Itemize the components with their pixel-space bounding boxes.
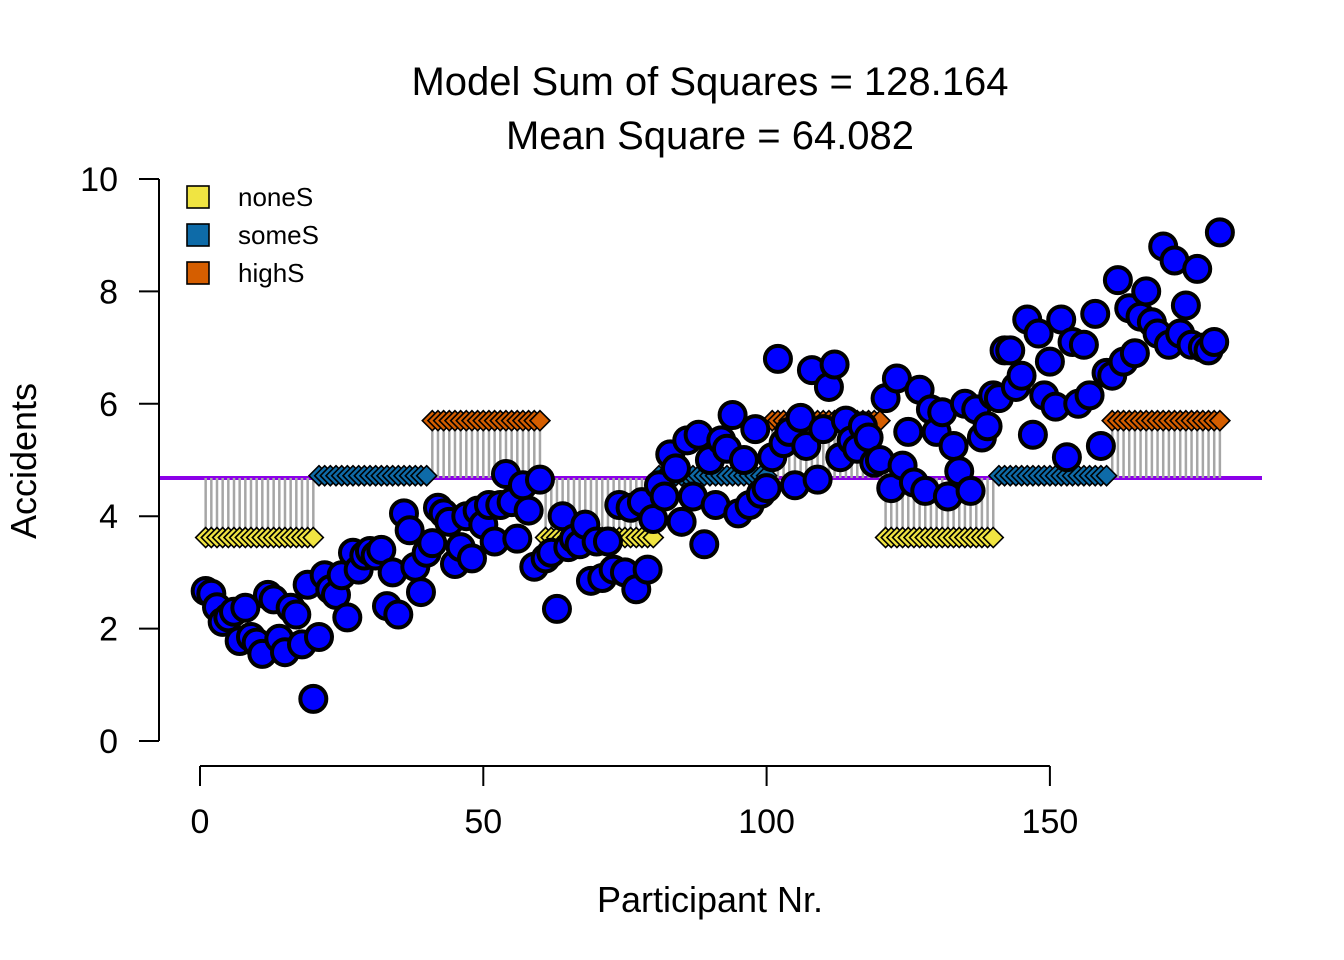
group-mean-marker <box>302 526 325 549</box>
data-point <box>649 481 680 512</box>
legend: noneS someS highS <box>186 182 319 288</box>
group-mean-marker <box>1208 409 1232 432</box>
data-point <box>513 495 544 526</box>
data-point <box>1131 276 1162 307</box>
data-point <box>1204 217 1235 248</box>
data-point <box>541 593 572 624</box>
data-point <box>303 622 334 653</box>
data-point <box>632 554 663 585</box>
data-point <box>751 473 782 504</box>
data-point <box>1085 430 1116 461</box>
y-axis: 0 2 4 6 8 10 <box>80 161 160 761</box>
data-point <box>972 411 1003 442</box>
group-mean-marker <box>415 464 438 487</box>
data-point <box>819 349 850 380</box>
legend-label: highS <box>238 258 305 288</box>
data-point <box>502 523 533 554</box>
x-axis-label: Participant Nr. <box>597 879 823 920</box>
data-point <box>383 599 414 630</box>
group-mean-marker <box>1095 464 1118 487</box>
data-point <box>1102 265 1133 296</box>
data-point <box>230 592 261 623</box>
data-point <box>281 599 312 630</box>
data-point <box>394 515 425 546</box>
data-point <box>1006 360 1037 391</box>
data-point <box>1170 290 1201 321</box>
y-tick-label: 4 <box>99 498 118 536</box>
data-point <box>717 400 748 431</box>
data-point <box>1080 298 1111 329</box>
data-point <box>666 506 697 537</box>
data-point <box>802 464 833 495</box>
data-point <box>1017 419 1048 450</box>
points-layer <box>190 217 1235 714</box>
y-tick-label: 8 <box>99 273 118 311</box>
data-point <box>995 335 1026 366</box>
legend-swatch <box>186 261 210 285</box>
data-point <box>298 683 329 714</box>
data-point <box>1051 442 1082 473</box>
data-point <box>938 430 969 461</box>
data-point <box>1199 326 1230 357</box>
data-point <box>405 577 436 608</box>
x-tick-label: 0 <box>191 803 210 841</box>
data-point <box>762 343 793 374</box>
x-tick-label: 100 <box>738 803 795 841</box>
data-point <box>689 529 720 560</box>
data-point <box>592 526 623 557</box>
data-point <box>1034 346 1065 377</box>
legend-swatch <box>186 185 210 209</box>
data-point <box>1119 338 1150 369</box>
data-point <box>740 414 771 445</box>
x-tick-label: 150 <box>1022 803 1079 841</box>
data-point <box>332 602 363 633</box>
y-tick-label: 2 <box>99 611 118 649</box>
data-point <box>1023 318 1054 349</box>
group-mean-marker <box>982 526 1005 549</box>
legend-swatch <box>186 223 210 247</box>
group-mean-marker <box>528 409 552 432</box>
x-tick-label: 50 <box>464 803 502 841</box>
y-axis-label: Accidents <box>3 383 44 539</box>
data-point <box>893 416 924 447</box>
data-point <box>955 475 986 506</box>
x-axis: 0 50 100 150 <box>191 765 1079 841</box>
data-point <box>456 543 487 574</box>
y-tick-label: 6 <box>99 386 118 424</box>
legend-label: noneS <box>238 182 313 212</box>
data-point <box>728 445 759 475</box>
legend-label: someS <box>238 220 319 250</box>
data-point <box>660 453 691 484</box>
y-tick-label: 10 <box>80 161 118 199</box>
data-point <box>524 464 555 495</box>
data-point <box>1068 329 1099 360</box>
y-tick-label: 0 <box>99 723 118 761</box>
chart-title: Model Sum of Squares = 128.164 <box>411 60 1008 104</box>
data-point <box>1074 380 1105 411</box>
data-point <box>417 528 448 559</box>
chart-subtitle: Mean Square = 64.082 <box>506 114 914 158</box>
data-point <box>1182 253 1213 284</box>
